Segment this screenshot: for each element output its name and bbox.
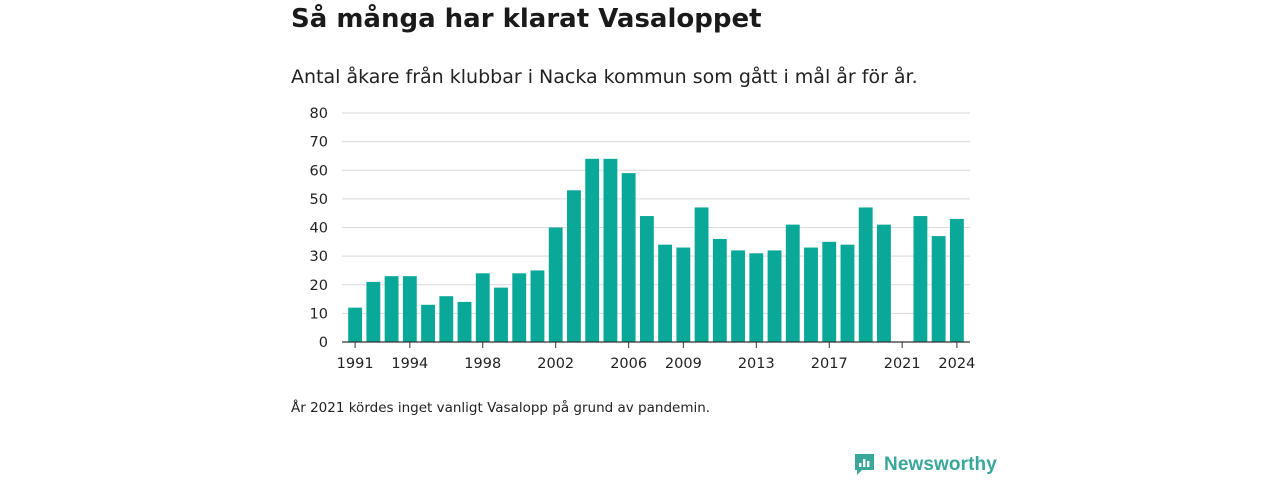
bar-2022 [913,216,928,342]
y-tick-label: 60 [310,163,328,179]
bar-2012 [731,250,745,342]
bar-2024 [949,218,964,342]
x-tick-label: 2006 [610,356,647,372]
bar-1998 [475,273,490,342]
bar-1993 [384,276,399,342]
y-tick-label: 20 [310,278,328,294]
bar-1999 [494,287,508,342]
bar-2018 [840,244,855,342]
bar-2019 [858,207,873,342]
y-tick-label: 80 [310,106,328,122]
y-tick-label: 40 [310,221,328,237]
y-tick-label: 0 [319,335,328,351]
x-tick-label: 1998 [464,356,501,372]
x-tick-label: 1994 [391,356,428,372]
x-tick-label: 2024 [938,356,975,372]
bar-2005 [603,158,618,342]
bar-2014 [767,250,782,342]
y-tick-label: 30 [310,249,328,265]
brand-name: Newsworthy [884,453,997,475]
bar-2020 [877,224,891,342]
bar-2015 [785,224,800,342]
newsworthy-logo-icon [855,454,874,475]
bar-2023 [931,236,946,342]
y-tick-label: 10 [310,306,328,322]
chart-title: Så många har klarat Vasaloppet [291,4,762,34]
bar-2011 [712,238,727,342]
chart-subtitle: Antal åkare från klubbar i Nacka kommun … [291,66,918,88]
x-tick-label: 2021 [884,356,921,372]
bar-2008 [658,244,673,342]
gridlines [342,112,970,314]
bars [348,158,964,342]
bar-2002 [548,227,563,342]
y-tick-label: 70 [310,135,328,151]
bar-2004 [585,158,600,342]
bar-1995 [421,304,435,342]
x-tick-label: 2017 [811,356,848,372]
bar-chart: 0 10 20 30 40 50 60 70 80 1991 1994 1998 2002 2006 20… [310,106,976,372]
x-tick-label: 1991 [337,356,374,372]
bar-2007 [639,216,654,342]
bar-2010 [694,207,709,342]
bar-2003 [567,190,581,342]
bar-2016 [804,247,818,342]
bar-2000 [512,273,527,342]
bar-1991 [348,307,363,342]
x-tick-label: 2002 [537,356,574,372]
bar-1996 [439,296,454,342]
bar-1992 [366,281,381,342]
x-tick-label: 2009 [665,356,702,372]
footnote: År 2021 kördes inget vanligt Vasalopp på… [291,400,711,416]
brand-logo: Newsworthy [853,452,997,477]
bar-2001 [530,270,545,342]
bar-2017 [822,241,837,342]
bar-2009 [676,247,691,342]
bar-1997 [457,301,472,342]
bar-1994 [402,276,417,342]
x-tick-label: 2013 [738,356,775,372]
x-axis-tick-labels: 1991 1994 1998 2002 2006 2009 2013 2017 2021 2024 [337,342,975,372]
bar-2013 [749,253,764,342]
y-tick-label: 50 [310,192,328,208]
bar-2006 [621,173,636,342]
y-axis-tick-labels: 0 10 20 30 40 50 60 70 80 [310,106,328,351]
